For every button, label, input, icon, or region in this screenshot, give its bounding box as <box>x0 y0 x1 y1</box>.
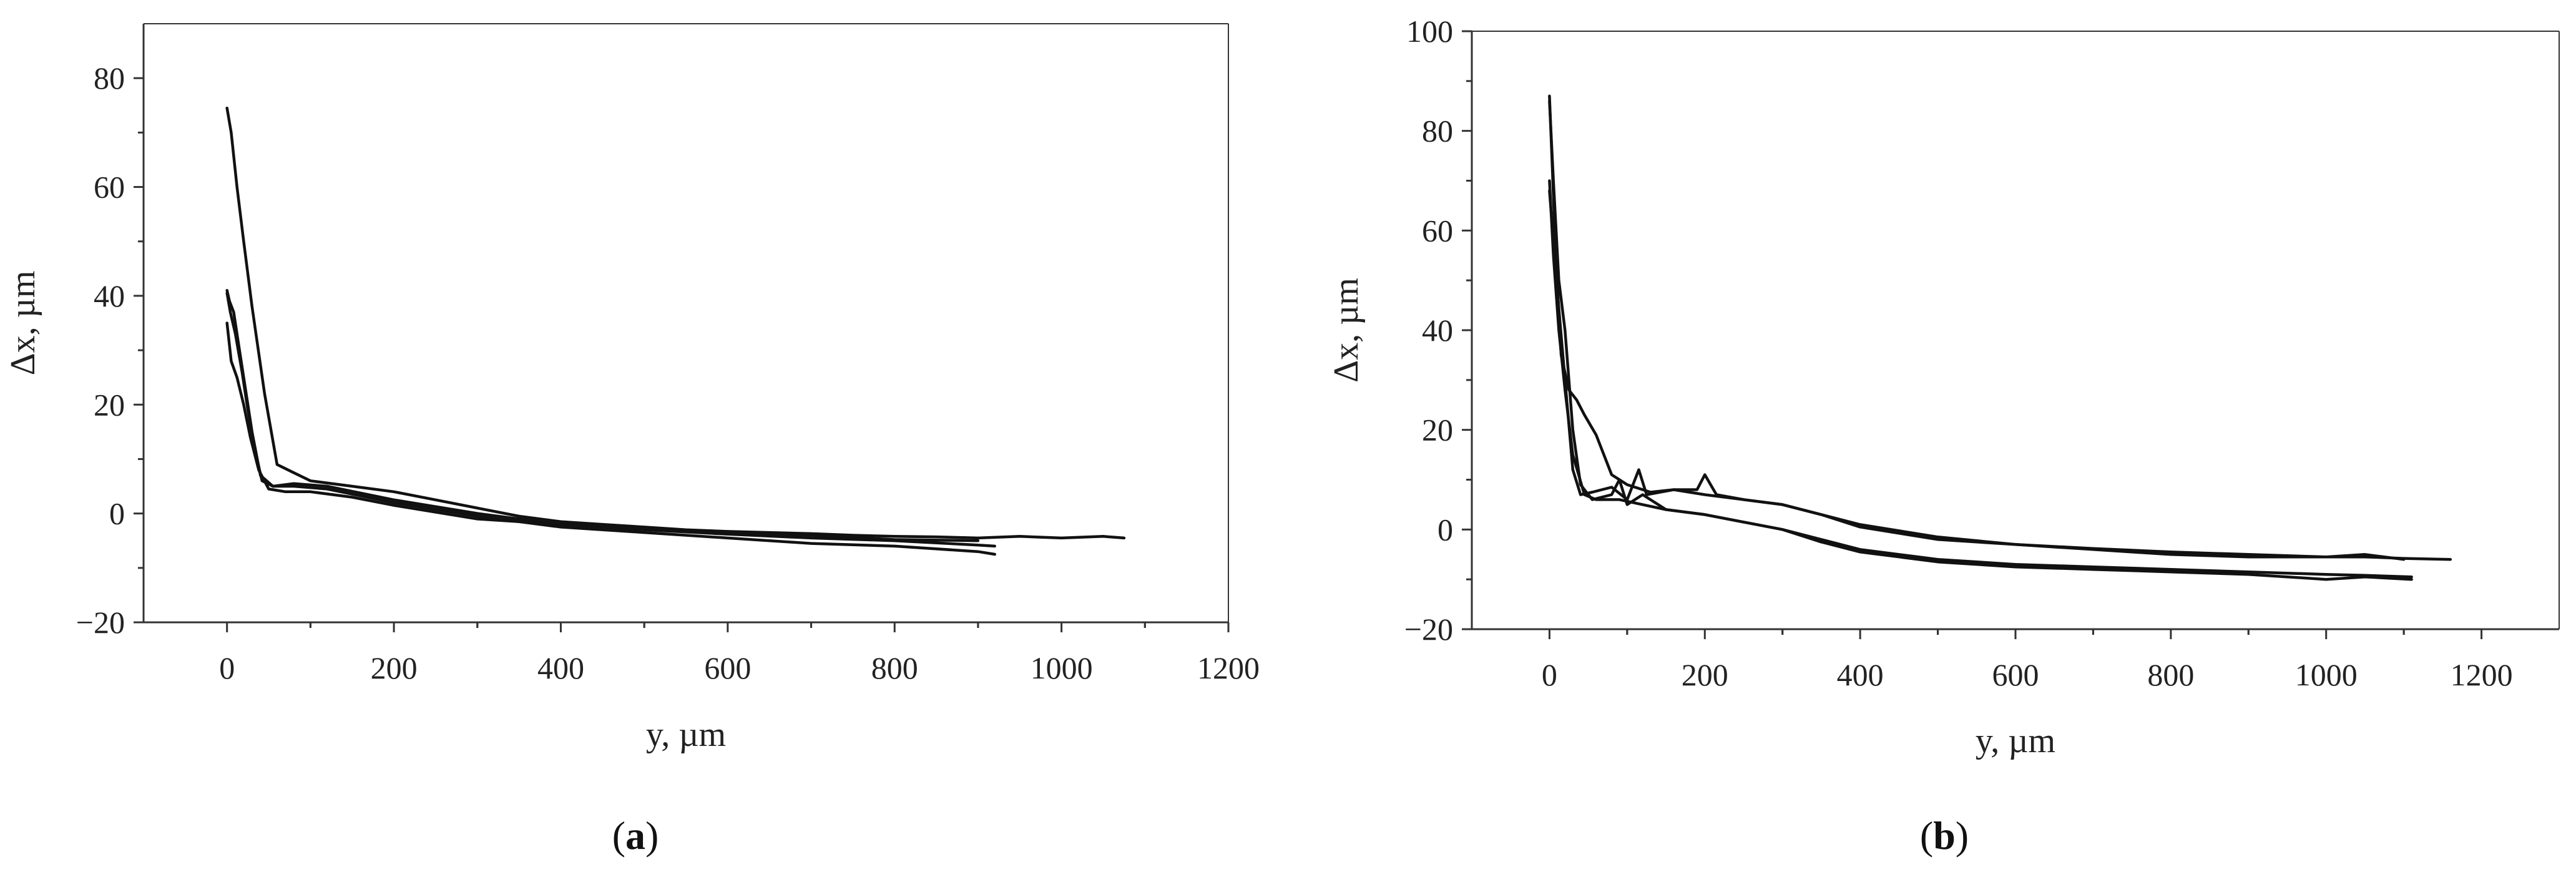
x-tick-label: 200 <box>1682 657 1728 692</box>
y-tick-label: 80 <box>1422 114 1453 149</box>
x-tick-label: 400 <box>1837 657 1884 692</box>
series-line-2 <box>1548 189 2406 561</box>
series-line-4 <box>225 321 980 542</box>
x-tick-label: 1000 <box>2295 657 2358 692</box>
y-tick-label: 40 <box>94 278 125 313</box>
x-tick-label: 1200 <box>2451 657 2513 692</box>
y-tick-label: −20 <box>1404 612 1453 647</box>
x-tick-label: 800 <box>2147 657 2194 692</box>
panel-label: (a) <box>612 813 659 858</box>
x-tick-label: 1000 <box>1031 650 1093 685</box>
y-tick-label: 100 <box>1406 14 1453 49</box>
x-axis-title: y, µm <box>1976 722 2055 760</box>
series-line-1 <box>225 106 1126 540</box>
x-tick-label: 800 <box>871 650 918 685</box>
x-axis-title: y, µm <box>646 715 726 754</box>
series-line-3 <box>225 292 996 556</box>
y-tick-label: 60 <box>1422 213 1453 248</box>
y-axis-title: Δx, µm <box>1327 278 1366 383</box>
x-tick-label: 400 <box>537 650 584 685</box>
y-tick-label: −20 <box>76 605 125 640</box>
x-tick-label: 600 <box>704 650 751 685</box>
series-line-2 <box>225 288 996 548</box>
panel-label: (b) <box>1920 813 1969 858</box>
y-tick-label: 20 <box>94 387 125 422</box>
y-tick-label: 40 <box>1422 313 1453 348</box>
y-tick-label: 80 <box>94 61 125 96</box>
series-line-3 <box>1548 99 2413 579</box>
y-tick-label: 0 <box>1437 512 1453 547</box>
y-tick-label: 0 <box>109 496 125 531</box>
x-tick-label: 200 <box>371 650 418 685</box>
x-tick-label: 0 <box>1542 657 1557 692</box>
x-tick-label: 600 <box>1992 657 2039 692</box>
x-tick-label: 1200 <box>1197 650 1260 685</box>
series-line-4 <box>1548 179 2413 581</box>
y-axis-title: Δx, µm <box>4 271 42 376</box>
y-tick-label: 20 <box>1422 413 1453 448</box>
y-tick-label: 60 <box>94 170 125 205</box>
x-tick-label: 0 <box>219 650 235 685</box>
